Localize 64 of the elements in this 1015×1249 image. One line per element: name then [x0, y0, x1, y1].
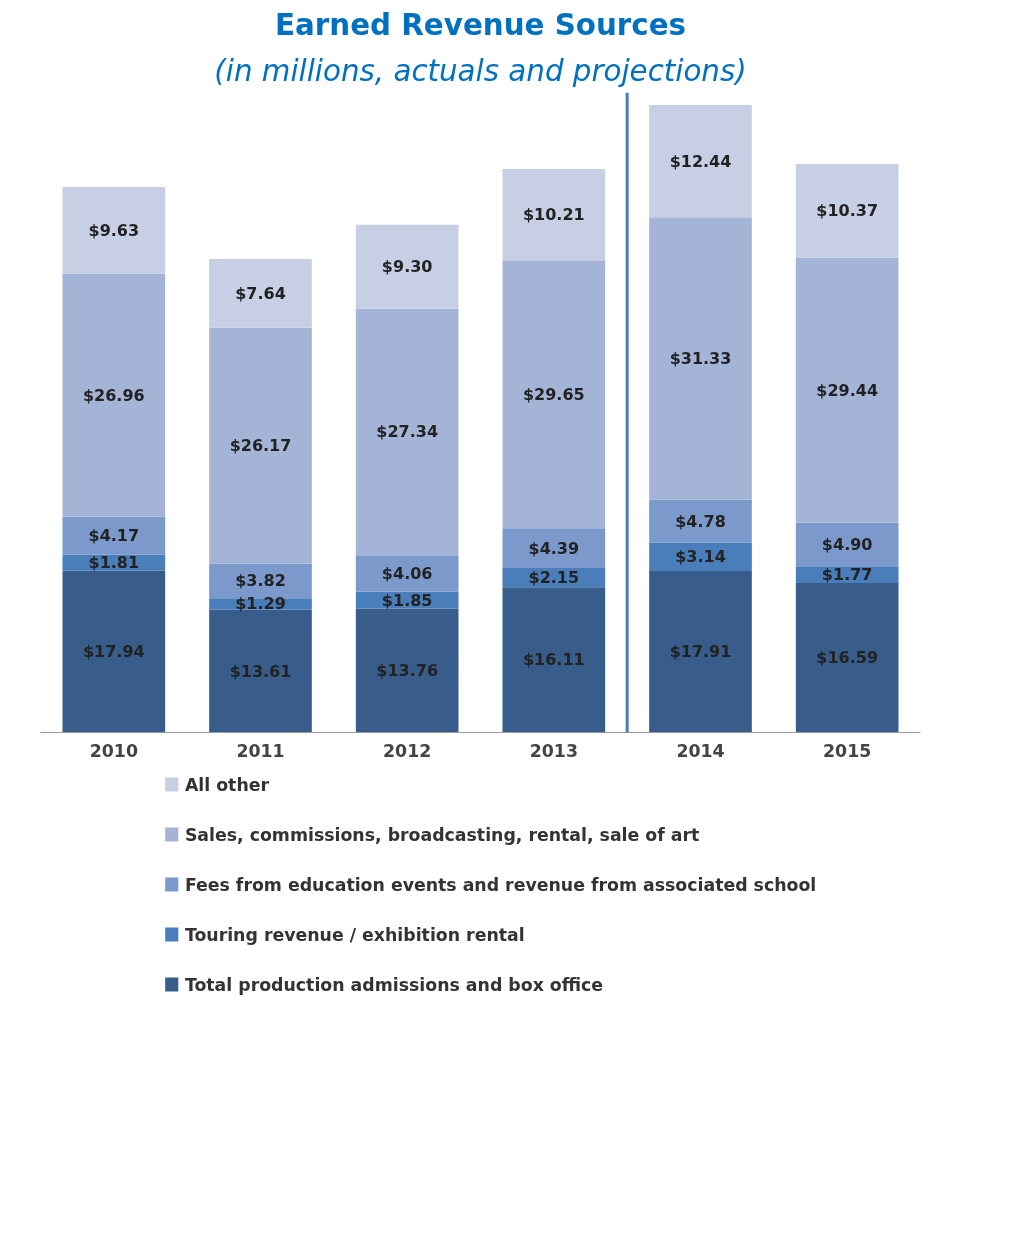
bar — [795, 163, 899, 258]
data-label: $26.96 — [82, 385, 145, 405]
data-label: $17.94 — [82, 642, 145, 662]
data-label: $13.61 — [229, 661, 292, 681]
bar — [795, 257, 899, 523]
data-label: $4.39 — [528, 538, 580, 558]
data-label: $4.90 — [821, 535, 873, 555]
data-label: $10.21 — [522, 205, 585, 225]
bar — [502, 168, 606, 262]
bar — [62, 187, 166, 274]
bar — [502, 587, 606, 733]
legend-label: Total production admissions and box office — [184, 974, 604, 995]
legend-label: Touring revenue / exhibition rental — [184, 924, 525, 945]
bar — [355, 224, 459, 309]
bar — [502, 528, 606, 568]
bar — [355, 608, 459, 733]
data-label: $1.29 — [235, 594, 286, 614]
x-tick-label: 2015 — [823, 740, 872, 761]
bar — [795, 582, 899, 733]
legend-label: Sales, commissions, broadcasting, rental, sale of art — [184, 824, 700, 845]
data-label: $1.81 — [88, 553, 140, 573]
bar — [355, 308, 459, 556]
data-label: $29.65 — [522, 385, 585, 405]
data-label: $9.63 — [88, 220, 140, 240]
bar — [649, 571, 752, 733]
data-label: $7.64 — [235, 283, 286, 303]
bar — [649, 499, 752, 543]
data-label: $13.76 — [376, 660, 439, 680]
x-tick-label: 2013 — [529, 740, 578, 761]
bar — [649, 217, 752, 500]
data-label: $9.30 — [381, 257, 433, 277]
data-label: $16.11 — [522, 650, 585, 670]
bar — [649, 105, 752, 218]
bar — [62, 273, 166, 517]
bar — [355, 555, 459, 592]
data-label: $4.17 — [88, 526, 140, 546]
legend-label: Fees from education events and revenue from associated school — [184, 874, 817, 895]
bar — [795, 522, 899, 567]
bar — [209, 327, 312, 564]
data-label: $3.14 — [675, 547, 726, 567]
data-label: $16.59 — [816, 648, 879, 668]
data-label: $1.85 — [381, 590, 433, 610]
bar — [62, 570, 166, 733]
legend-label: All other — [184, 774, 270, 795]
x-tick-label: 2010 — [89, 740, 138, 761]
x-tick-label: 2011 — [236, 740, 285, 761]
data-label: $26.17 — [229, 436, 292, 456]
data-label: $2.15 — [528, 568, 580, 588]
data-label: $29.44 — [816, 380, 879, 400]
data-label: $4.06 — [381, 563, 433, 583]
chart-title: Earned Revenue Sources — [275, 7, 686, 42]
data-label: $3.82 — [235, 571, 286, 591]
data-label: $1.77 — [821, 565, 873, 585]
x-tick-label: 2014 — [676, 740, 725, 761]
bar — [209, 258, 312, 328]
data-label: $17.91 — [669, 642, 732, 662]
data-label: $10.37 — [816, 201, 879, 221]
data-label: $12.44 — [669, 151, 732, 171]
data-label: $27.34 — [376, 422, 439, 442]
data-label: $31.33 — [669, 348, 732, 368]
x-tick-label: 2012 — [383, 740, 432, 761]
bar — [502, 261, 606, 529]
chart-subtitle: (in millions, actuals and projections) — [214, 53, 747, 88]
data-label: $4.78 — [675, 511, 726, 531]
